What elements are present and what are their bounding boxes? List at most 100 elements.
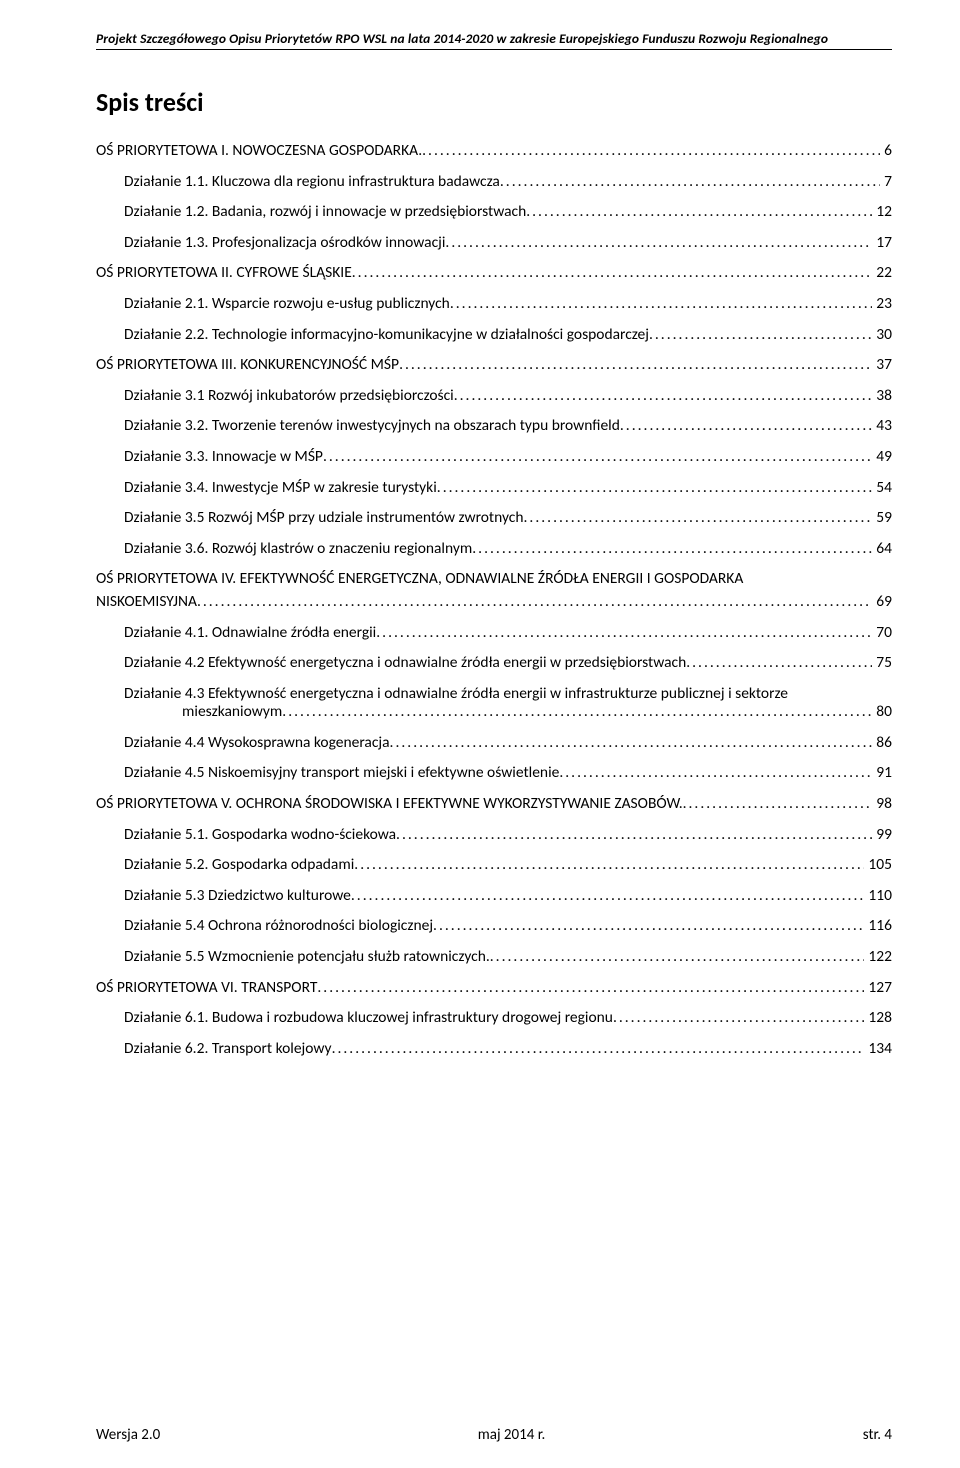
toc-label: Działanie 4.5 Niskoemisyjny transport mi…: [124, 764, 559, 783]
toc-page-number: 91: [872, 764, 892, 783]
page: Projekt Szczegółowego Opisu Priorytetów …: [0, 0, 960, 1468]
toc-page-number: 99: [872, 826, 892, 845]
toc-leader-dots: [454, 387, 873, 406]
toc-page-number: 134: [864, 1040, 892, 1059]
toc-entry[interactable]: Działanie 3.3. Innowacje w MŚP 49: [124, 448, 892, 467]
toc-entry[interactable]: Działanie 1.3. Profesjonalizacja ośrodkó…: [124, 234, 892, 253]
toc-label: Działanie 3.5 Rozwój MŚP przy udziale in…: [124, 509, 524, 528]
toc-label: Działanie 4.2 Efektywność energetyczna i…: [124, 654, 686, 673]
toc-label: Działanie 4.4 Wysokosprawna kogeneracja: [124, 734, 390, 753]
toc-entry[interactable]: Działanie 4.3 Efektywność energetyczna i…: [124, 685, 892, 722]
toc-entry[interactable]: Działanie 3.4. Inwestycje MŚP w zakresie…: [124, 479, 892, 498]
toc-entry[interactable]: Działanie 5.5 Wzmocnienie potencjału słu…: [124, 948, 892, 967]
toc-page-number: 69: [872, 593, 892, 612]
toc-label: mieszkaniowym: [182, 703, 282, 722]
toc-label: NISKOEMISYJNA: [96, 593, 197, 612]
toc-entry[interactable]: Działanie 5.3 Dziedzictwo kulturowe 110: [124, 887, 892, 906]
toc-entry[interactable]: OŚ PRIORYTETOWA II. CYFROWE ŚLĄSKIE 22: [96, 264, 892, 283]
toc-entry[interactable]: OŚ PRIORYTETOWA VI. TRANSPORT 127: [96, 979, 892, 998]
toc-leader-dots: [524, 509, 873, 528]
toc-page-number: 80: [872, 703, 892, 722]
toc-page-number: 12: [872, 203, 892, 222]
toc-entry[interactable]: Działanie 4.1. Odnawialne źródła energii…: [124, 624, 892, 643]
toc-page-number: 17: [872, 234, 892, 253]
toc-leader-dots: [197, 593, 872, 612]
page-title: Spis treści: [96, 86, 892, 118]
toc-entry[interactable]: Działanie 3.1 Rozwój inkubatorów przedsi…: [124, 387, 892, 406]
toc-entry[interactable]: Działanie 6.2. Transport kolejowy 134: [124, 1040, 892, 1059]
toc-entry[interactable]: Działanie 5.1. Gospodarka wodno-ściekowa…: [124, 826, 892, 845]
toc-leader-dots: [500, 173, 880, 192]
toc-label: Działanie 4.1. Odnawialne źródła energii: [124, 624, 376, 643]
toc-label: Działanie 3.4. Inwestycje MŚP w zakresie…: [124, 479, 437, 498]
toc-page-number: 98: [872, 795, 892, 814]
toc-entry[interactable]: Działanie 1.1. Kluczowa dla regionu infr…: [124, 173, 892, 192]
toc-leader-dots: [559, 764, 872, 783]
toc-leader-dots: [686, 654, 872, 673]
toc-entry[interactable]: OŚ PRIORYTETOWA IV. EFEKTYWNOŚĆ ENERGETY…: [96, 570, 892, 611]
toc-leader-dots: [422, 142, 880, 161]
toc-leader-dots: [351, 887, 865, 906]
toc-label: Działanie 4.3 Efektywność energetyczna i…: [124, 685, 892, 704]
toc-page-number: 43: [872, 417, 892, 436]
toc-leader-dots: [282, 703, 872, 722]
toc-page-number: 128: [864, 1009, 892, 1028]
toc-page-number: 75: [872, 654, 892, 673]
toc-label: Działanie 2.2. Technologie informacyjno-…: [124, 326, 649, 345]
toc-label: Działanie 6.2. Transport kolejowy: [124, 1040, 332, 1059]
toc-page-number: 37: [872, 356, 892, 375]
toc-entry[interactable]: Działanie 4.5 Niskoemisyjny transport mi…: [124, 764, 892, 783]
toc-leader-dots: [490, 948, 865, 967]
toc-label: OŚ PRIORYTETOWA IV. EFEKTYWNOŚĆ ENERGETY…: [96, 570, 892, 589]
toc-label: OŚ PRIORYTETOWA I. NOWOCZESNA GOSPODARKA…: [96, 142, 422, 161]
toc-label: Działanie 5.4 Ochrona różnorodności biol…: [124, 917, 433, 936]
toc-page-number: 59: [872, 509, 892, 528]
toc-entry[interactable]: Działanie 4.4 Wysokosprawna kogeneracja …: [124, 734, 892, 753]
toc-entry[interactable]: Działanie 4.2 Efektywność energetyczna i…: [124, 654, 892, 673]
toc-entry[interactable]: Działanie 2.2. Technologie informacyjno-…: [124, 326, 892, 345]
footer-page: str. 4: [863, 1426, 892, 1444]
toc-label: Działanie 5.3 Dziedzictwo kulturowe: [124, 887, 351, 906]
toc-leader-dots: [317, 979, 864, 998]
toc-label: OŚ PRIORYTETOWA V. OCHRONA ŚRODOWISKA I …: [96, 795, 683, 814]
toc-leader-dots: [323, 448, 872, 467]
toc-page-number: 30: [872, 326, 892, 345]
page-footer: Wersja 2.0 maj 2014 r. str. 4: [96, 1426, 892, 1444]
toc-label: Działanie 3.2. Tworzenie terenów inwesty…: [124, 417, 620, 436]
toc-page-number: 70: [872, 624, 892, 643]
toc-page-number: 64: [872, 540, 892, 559]
toc-page-number: 105: [864, 856, 892, 875]
toc-label: Działanie 3.6. Rozwój klastrów o znaczen…: [124, 540, 472, 559]
toc-label: OŚ PRIORYTETOWA III. KONKURENCYJNOŚĆ MŚP: [96, 356, 399, 375]
toc-page-number: 23: [872, 295, 892, 314]
toc-entry[interactable]: Działanie 3.2. Tworzenie terenów inwesty…: [124, 417, 892, 436]
toc-entry[interactable]: Działanie 2.1. Wsparcie rozwoju e-usług …: [124, 295, 892, 314]
toc-label: Działanie 5.2. Gospodarka odpadami: [124, 856, 354, 875]
toc-leader-dots: [526, 203, 872, 222]
toc-label: OŚ PRIORYTETOWA II. CYFROWE ŚLĄSKIE: [96, 264, 352, 283]
toc-entry[interactable]: Działanie 6.1. Budowa i rozbudowa kluczo…: [124, 1009, 892, 1028]
toc-label: Działanie 1.2. Badania, rozwój i innowac…: [124, 203, 526, 222]
toc-page-number: 54: [872, 479, 892, 498]
toc-entry[interactable]: Działanie 5.4 Ochrona różnorodności biol…: [124, 917, 892, 936]
toc-leader-dots: [445, 234, 872, 253]
toc-leader-dots: [376, 624, 872, 643]
footer-version: Wersja 2.0: [96, 1426, 160, 1444]
toc-entry[interactable]: Działanie 1.2. Badania, rozwój i innowac…: [124, 203, 892, 222]
toc-leader-dots: [620, 417, 872, 436]
toc-entry[interactable]: Działanie 3.6. Rozwój klastrów o znaczen…: [124, 540, 892, 559]
toc-entry[interactable]: OŚ PRIORYTETOWA V. OCHRONA ŚRODOWISKA I …: [96, 795, 892, 814]
toc-leader-dots: [433, 917, 864, 936]
toc-page-number: 38: [872, 387, 892, 406]
toc-page-number: 116: [864, 917, 892, 936]
toc-page-number: 122: [864, 948, 892, 967]
toc-label: Działanie 1.1. Kluczowa dla regionu infr…: [124, 173, 500, 192]
toc-entry[interactable]: Działanie 3.5 Rozwój MŚP przy udziale in…: [124, 509, 892, 528]
toc-label: Działanie 2.1. Wsparcie rozwoju e-usług …: [124, 295, 450, 314]
toc-page-number: 49: [872, 448, 892, 467]
table-of-contents: OŚ PRIORYTETOWA I. NOWOCZESNA GOSPODARKA…: [96, 142, 892, 1058]
toc-entry[interactable]: OŚ PRIORYTETOWA III. KONKURENCYJNOŚĆ MŚP…: [96, 356, 892, 375]
toc-leader-dots: [683, 795, 873, 814]
toc-entry[interactable]: Działanie 5.2. Gospodarka odpadami 105: [124, 856, 892, 875]
toc-entry[interactable]: OŚ PRIORYTETOWA I. NOWOCZESNA GOSPODARKA…: [96, 142, 892, 161]
